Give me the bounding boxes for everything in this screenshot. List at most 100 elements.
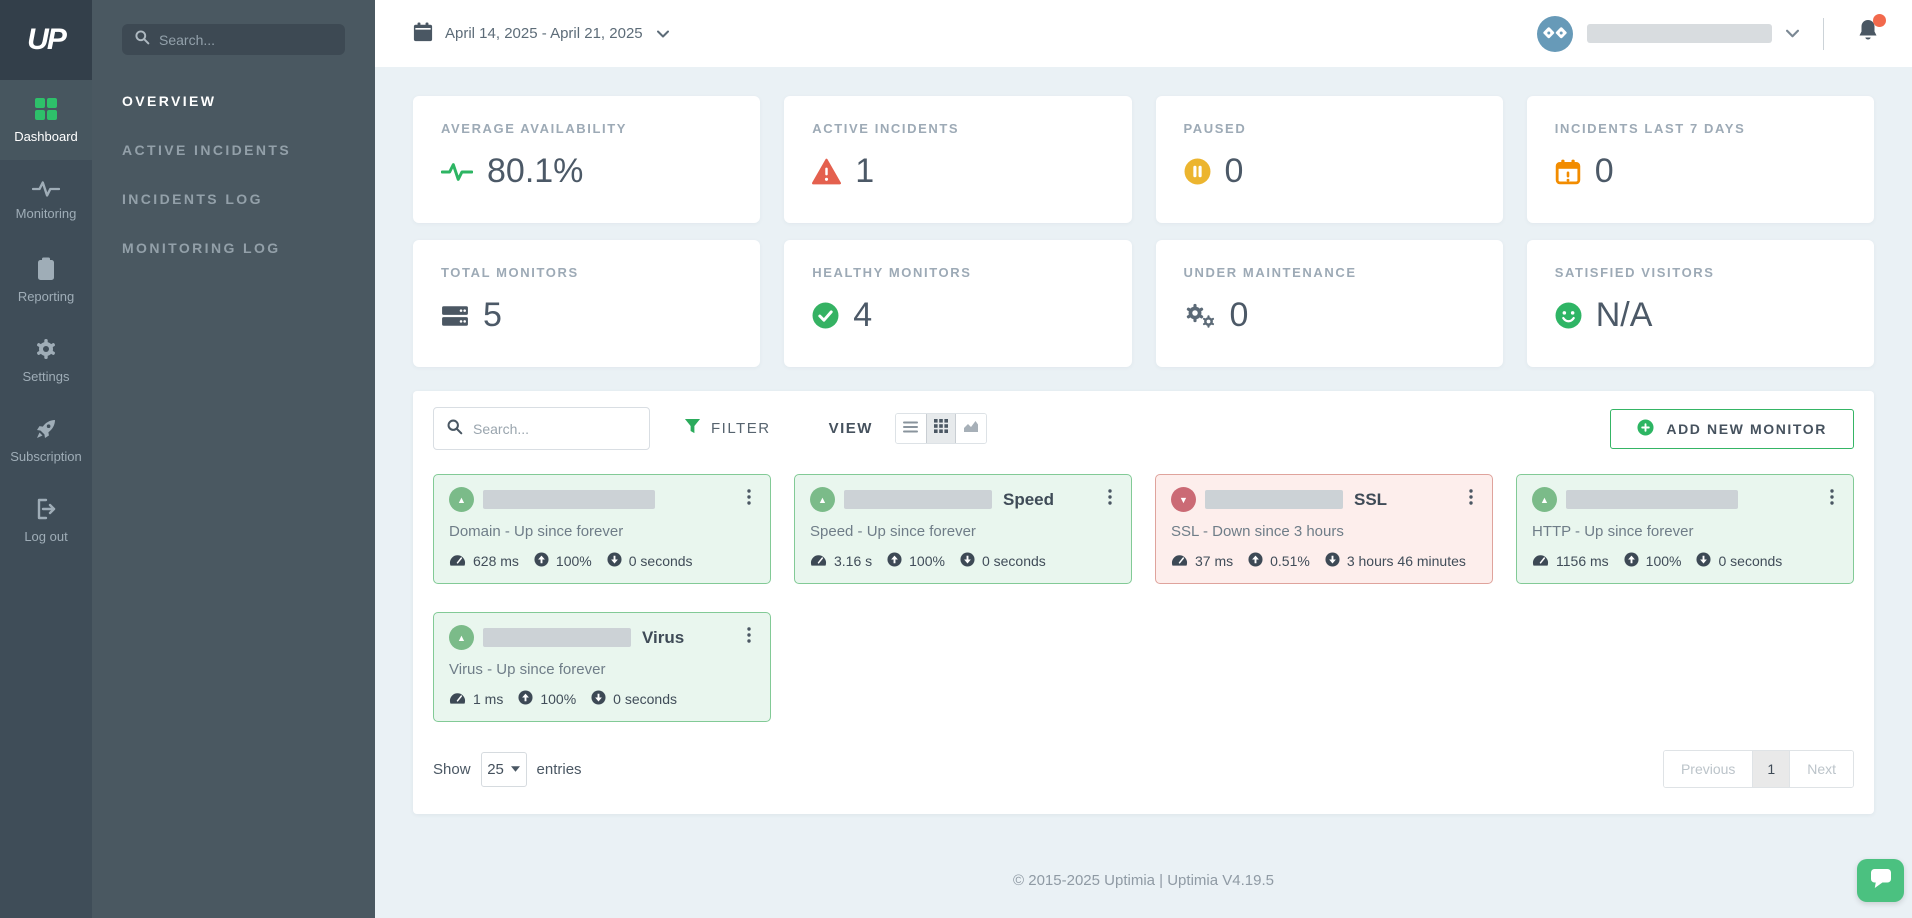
- notification-dot: [1873, 14, 1886, 27]
- monitor-name-redacted: [483, 628, 631, 647]
- response-time: 37 ms: [1195, 553, 1234, 569]
- uptime-value: 100%: [909, 553, 945, 569]
- view-chart-button[interactable]: [955, 414, 986, 443]
- sidebar: OVERVIEW ACTIVE INCIDENTS INCIDENTS LOG …: [92, 0, 375, 918]
- uptime-value: 0.51%: [1270, 553, 1310, 569]
- stat-card-active-incidents: ACTIVE INCIDENTS 1: [784, 96, 1132, 223]
- search-icon: [134, 29, 150, 50]
- pager: Previous 1 Next: [1662, 750, 1854, 788]
- sidebar-item-monitoring-log[interactable]: MONITORING LOG: [122, 240, 281, 256]
- search-icon: [446, 418, 463, 440]
- monitor-name-suffix: SSL: [1354, 489, 1388, 509]
- sidebar-search-input[interactable]: [159, 31, 333, 48]
- rail-item-settings[interactable]: Settings: [0, 320, 92, 400]
- logout-icon: [34, 497, 58, 521]
- stat-label: UNDER MAINTENANCE: [1183, 265, 1357, 280]
- monitor-card-virus[interactable]: ▲ Virus Virus - Up since forever 1 ms 10…: [433, 612, 771, 722]
- downtime-value: 0 seconds: [613, 691, 677, 707]
- view-list-button[interactable]: [895, 414, 926, 443]
- speedometer-icon: [810, 553, 827, 569]
- kebab-menu-icon[interactable]: [1104, 487, 1116, 512]
- rail-item-reporting[interactable]: Reporting: [0, 240, 92, 320]
- topbar-right: [1537, 14, 1888, 53]
- add-new-monitor-button[interactable]: ADD NEW MONITOR: [1610, 408, 1854, 449]
- sidebar-item-incidents-log[interactable]: INCIDENTS LOG: [122, 191, 263, 207]
- monitor-card-speed[interactable]: ▲ Speed Speed - Up since forever 3.16 s …: [794, 474, 1132, 584]
- speedometer-icon: [449, 553, 466, 569]
- current-page-button[interactable]: 1: [1752, 751, 1791, 787]
- rail-item-label: Dashboard: [14, 128, 78, 144]
- monitor-card-domain[interactable]: ▲ Domain - Up since forever 628 ms 100% …: [433, 474, 771, 584]
- chat-bubble-icon: [1870, 868, 1892, 894]
- kebab-menu-icon[interactable]: [743, 487, 755, 512]
- rail-item-monitoring[interactable]: Monitoring: [0, 160, 92, 240]
- sidebar-item-overview[interactable]: OVERVIEW: [122, 93, 217, 109]
- pause-circle-icon: [1184, 158, 1211, 185]
- user-name-redacted: [1587, 24, 1772, 43]
- calendar-alert-icon: [1555, 158, 1581, 185]
- monitor-name-redacted: [844, 490, 992, 509]
- bell-icon: [1856, 20, 1880, 48]
- view-grid-button[interactable]: [925, 414, 956, 443]
- chevron-down-icon: [510, 766, 520, 772]
- monitor-name-redacted: [1205, 490, 1343, 509]
- view-toggle-group: [894, 413, 987, 444]
- sidebar-search[interactable]: [122, 24, 345, 55]
- stat-value: 0: [1594, 152, 1614, 190]
- stat-value: 5: [483, 296, 502, 334]
- stat-label: TOTAL MONITORS: [441, 265, 579, 280]
- chevron-down-icon[interactable]: [1786, 25, 1799, 43]
- response-time: 628 ms: [473, 553, 519, 569]
- rail-item-dashboard[interactable]: Dashboard: [0, 80, 92, 160]
- pulse-icon: [32, 180, 60, 198]
- plus-circle-icon: [1637, 418, 1654, 439]
- filter-button[interactable]: FILTER: [684, 418, 771, 439]
- check-circle-icon: [812, 302, 839, 329]
- kebab-menu-icon[interactable]: [743, 625, 755, 650]
- monitors-search[interactable]: [433, 407, 650, 450]
- monitor-card-ssl[interactable]: ▼ SSL SSL - Down since 3 hours 37 ms 0.5…: [1155, 474, 1493, 584]
- stat-label: HEALTHY MONITORS: [812, 265, 972, 280]
- response-time: 3.16 s: [834, 553, 873, 569]
- app-logo[interactable]: UP: [0, 0, 92, 80]
- monitor-name-redacted: [1566, 490, 1738, 509]
- dashboard-grid-icon: [34, 97, 58, 121]
- previous-page-button[interactable]: Previous: [1663, 751, 1753, 787]
- monitor-subtitle: Speed - Up since forever: [810, 523, 976, 540]
- next-page-button[interactable]: Next: [1790, 751, 1853, 787]
- monitor-name-suffix: Speed: [1003, 489, 1055, 509]
- stat-value: N/A: [1595, 296, 1653, 334]
- response-time: 1156 ms: [1556, 553, 1609, 569]
- status-up-icon: ▲: [1532, 487, 1557, 512]
- icon-rail: UP Dashboard Monitoring Reporting Settin…: [0, 0, 92, 918]
- stat-label: AVERAGE AVAILABILITY: [441, 121, 628, 136]
- stat-card-average-availability: AVERAGE AVAILABILITY 80.1%: [413, 96, 761, 223]
- page-size-select[interactable]: 25: [480, 751, 527, 787]
- stat-label: PAUSED: [1183, 121, 1247, 136]
- monitor-subtitle: HTTP - Up since forever: [1532, 523, 1694, 540]
- stat-label: INCIDENTS LAST 7 DAYS: [1554, 121, 1746, 136]
- status-up-icon: ▲: [810, 487, 835, 512]
- uptime-value: 100%: [555, 553, 592, 569]
- kebab-menu-icon[interactable]: [1826, 487, 1838, 512]
- rail-item-subscription[interactable]: Subscription: [0, 400, 92, 480]
- downtime-arrow-icon: [607, 552, 622, 570]
- sidebar-item-active-incidents[interactable]: ACTIVE INCIDENTS: [122, 142, 292, 158]
- notifications-button[interactable]: [1848, 14, 1888, 53]
- list-view-icon: [903, 420, 919, 438]
- stat-card-under-maintenance: UNDER MAINTENANCE 0: [1155, 240, 1503, 367]
- chat-widget-button[interactable]: [1857, 859, 1904, 902]
- topbar-divider: [1823, 17, 1824, 50]
- date-range-picker[interactable]: April 14, 2025 - April 21, 2025: [413, 21, 669, 46]
- avatar: [1537, 15, 1573, 52]
- kebab-menu-icon[interactable]: [1465, 487, 1477, 512]
- view-label: VIEW: [828, 420, 873, 437]
- monitors-search-input[interactable]: [473, 420, 637, 437]
- uptime-value: 100%: [1645, 553, 1682, 569]
- stat-card-satisfied-visitors: SATISFIED VISITORS N/A: [1526, 240, 1874, 367]
- rail-item-logout[interactable]: Log out: [0, 480, 92, 560]
- uptime-arrow-icon: [1624, 552, 1639, 570]
- speedometer-icon: [1532, 553, 1549, 569]
- stat-value: 80.1%: [487, 152, 584, 190]
- monitor-card-http[interactable]: ▲ HTTP - Up since forever 1156 ms 100% 0…: [1516, 474, 1854, 584]
